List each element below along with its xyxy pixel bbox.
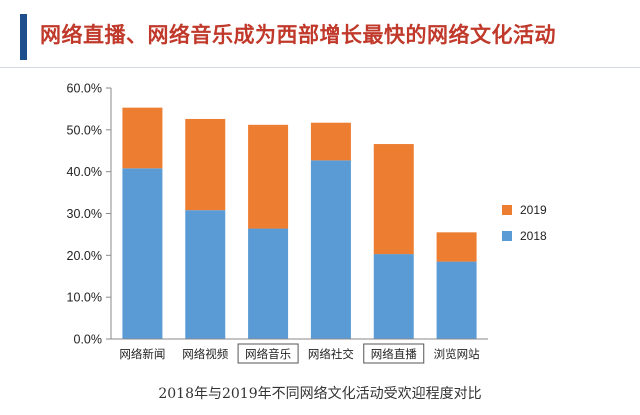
y-tick-label: 30.0%	[67, 207, 102, 221]
chart-caption: 2018年与2019年不同网络文化活动受欢迎程度对比	[158, 386, 482, 402]
category-label-box	[237, 343, 299, 364]
bar-2018-2	[185, 210, 226, 339]
y-tick-label: 60.0%	[67, 82, 102, 96]
legend-label-2019: 2019	[520, 203, 547, 217]
title-accent-bar	[20, 14, 27, 60]
y-axis: 0.0% 10.0% 20.0% 30.0% 40.0% 50.0% 60.0%	[67, 82, 112, 347]
x-category-label: 网络直播	[371, 347, 417, 361]
x-axis-labels: 网络新闻 网络视频 网络音乐 网络社交 网络直播 浏览网站	[111, 338, 488, 364]
x-category-label: 网络音乐	[245, 347, 291, 361]
bar-2018-6	[436, 261, 477, 339]
bar-2019-5	[373, 144, 414, 255]
bar-2019-1	[122, 107, 163, 169]
legend: 2019 2018	[502, 203, 547, 243]
bars	[122, 107, 477, 339]
x-category-label: 网络社交	[308, 347, 354, 361]
title-divider	[0, 67, 640, 68]
page-title: 网络直播、网络音乐成为西部增长最快的网络文化活动	[40, 22, 556, 47]
category-label-box	[363, 343, 425, 364]
x-category-label: 浏览网站	[434, 347, 480, 361]
bar-2019-4	[310, 122, 351, 161]
bar-2018-4	[310, 160, 351, 339]
legend-swatch-2019	[502, 205, 512, 215]
bar-2019-3	[248, 124, 289, 229]
bar-2018-1	[122, 168, 163, 339]
x-category-label: 网络视频	[182, 347, 228, 361]
legend-label-2018: 2018	[520, 229, 547, 243]
y-tick-label: 20.0%	[67, 249, 102, 263]
bar-2019-2	[185, 118, 226, 211]
legend-swatch-2018	[502, 231, 512, 241]
bar-2018-5	[373, 254, 414, 339]
y-tick-label: 40.0%	[67, 165, 102, 179]
y-tick-label: 10.0%	[67, 291, 102, 305]
x-category-label: 网络新闻	[119, 347, 165, 361]
bar-2018-3	[248, 228, 289, 339]
bar-2019-6	[436, 232, 477, 262]
y-tick-label: 50.0%	[67, 123, 102, 137]
y-tick-label: 0.0%	[74, 333, 103, 347]
